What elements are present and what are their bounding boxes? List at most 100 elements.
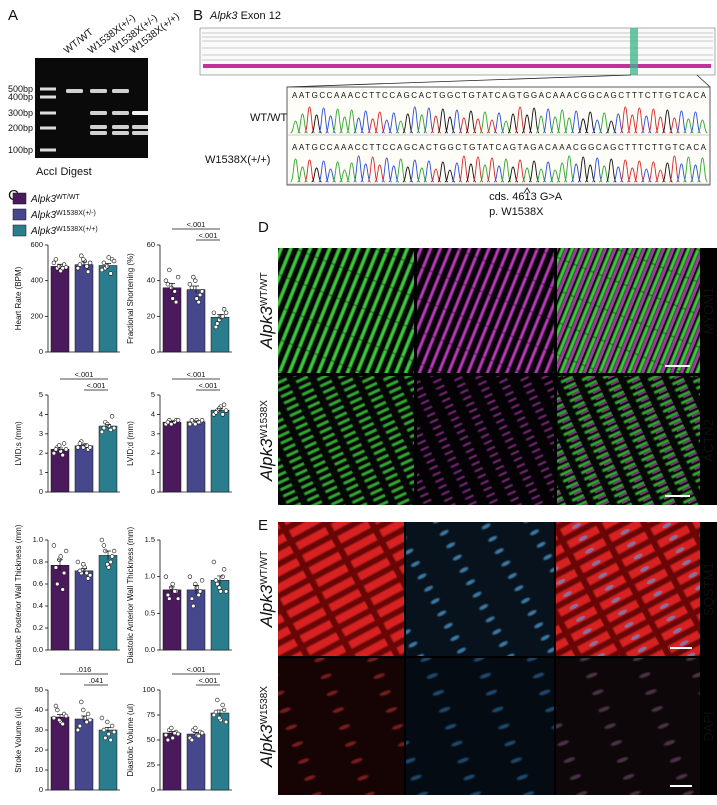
data-point [51, 451, 57, 456]
p-value: <.001 [187, 220, 206, 229]
sequence: AATGCCAAACCTTCCAGCACTGGCTGTATCAGTGGACAAA… [292, 91, 707, 100]
error-bar [57, 714, 63, 720]
trace-peak [528, 107, 540, 134]
data-point [220, 574, 225, 579]
data-point [217, 715, 222, 721]
gel-band [112, 89, 129, 93]
panel-label: A [8, 7, 18, 24]
trace-peak [507, 113, 519, 134]
trace-peak [381, 119, 392, 134]
gel-caption: AccI Digest [36, 166, 92, 178]
data-point [172, 589, 177, 594]
data-point [101, 425, 107, 431]
trace-peak [683, 156, 694, 183]
y-tick-label: 1 [151, 468, 155, 477]
bar [74, 445, 94, 493]
data-point [175, 274, 181, 280]
trace-peak [661, 162, 673, 183]
trace-peak [297, 113, 308, 134]
bar [74, 570, 94, 651]
data-point [101, 260, 107, 266]
trace-peak [683, 118, 694, 134]
data-point [196, 592, 201, 598]
trace-peak [416, 167, 428, 183]
trace-peak [451, 109, 463, 134]
data-point [55, 581, 60, 587]
trace-peak [493, 112, 505, 134]
data-point [163, 278, 169, 283]
image-sqstm1 [278, 658, 404, 795]
trace-peak [606, 120, 617, 134]
y-tick-label: 60 [147, 240, 155, 249]
trace-peak [613, 166, 624, 183]
p-value: .041 [89, 676, 104, 685]
trace-peak [514, 106, 526, 134]
data-point [187, 574, 193, 579]
error-bar [193, 732, 199, 736]
trace-peak [542, 108, 554, 134]
data-point [53, 257, 59, 262]
error-bar [57, 559, 63, 571]
bar-chart: 0.0 0.5 1.0 1.5 Diastolic Anterior Wall Thic… [126, 526, 232, 663]
trace-peak [339, 116, 350, 134]
gene: Alpk3 [257, 724, 276, 768]
error-bar [57, 447, 63, 451]
data-point [87, 445, 93, 450]
trace-peak [605, 158, 617, 183]
gene: Alpk3 [257, 306, 276, 350]
trace-peak [444, 116, 456, 134]
data-point [223, 589, 229, 594]
trace-peak [395, 158, 407, 183]
y-tick-label: 0.4 [33, 601, 43, 610]
data-point [215, 321, 220, 326]
data-point [175, 418, 181, 423]
trace-peak [619, 106, 631, 134]
image-merge-overlay [557, 376, 700, 505]
trace-peak [669, 117, 680, 134]
y-tick-label: 100 [142, 685, 155, 694]
data-point [213, 324, 219, 330]
data-point [109, 723, 115, 729]
trace-peak [311, 167, 322, 183]
data-point [77, 262, 83, 267]
data-point [199, 289, 205, 294]
data-point [193, 421, 198, 427]
y-tick-label: 2 [39, 448, 43, 457]
data-point [84, 264, 89, 269]
error-bar [105, 550, 111, 560]
data-point [75, 265, 81, 271]
trace-peak [395, 120, 406, 134]
data-point [109, 414, 115, 419]
image-sqstm1 [278, 522, 404, 656]
bar-chart: 0 25 50 75 100 Diastolic Volume (ul) <.001 <.00… [126, 665, 232, 794]
trace-peak [325, 168, 336, 183]
data-point [191, 274, 196, 280]
y-tick-label: 0.0 [33, 645, 43, 654]
chromatogram [286, 86, 711, 186]
trace-peak [423, 160, 435, 183]
genotype: W1538X [259, 686, 270, 725]
gel-band [90, 125, 107, 129]
data-point [215, 697, 220, 703]
trace-peak [697, 119, 708, 134]
trace-peak [521, 167, 533, 183]
trace-peak [655, 116, 666, 134]
trace-peak [690, 164, 701, 183]
y-tick-label: 2 [151, 448, 155, 457]
bar [50, 565, 70, 651]
data-point [51, 543, 57, 548]
data-point [82, 715, 87, 721]
bar [186, 589, 206, 651]
data-point [53, 703, 59, 709]
y-tick-label: 200 [30, 311, 43, 320]
data-point [79, 253, 84, 258]
data-point [199, 418, 205, 423]
trace-peak [388, 112, 400, 134]
browser-tracks [202, 32, 713, 61]
data-point [170, 581, 175, 587]
image-merge-overlay [556, 522, 700, 656]
gel-band [112, 111, 129, 115]
data-point [165, 282, 171, 287]
y-tick-label: 0.8 [33, 557, 43, 566]
